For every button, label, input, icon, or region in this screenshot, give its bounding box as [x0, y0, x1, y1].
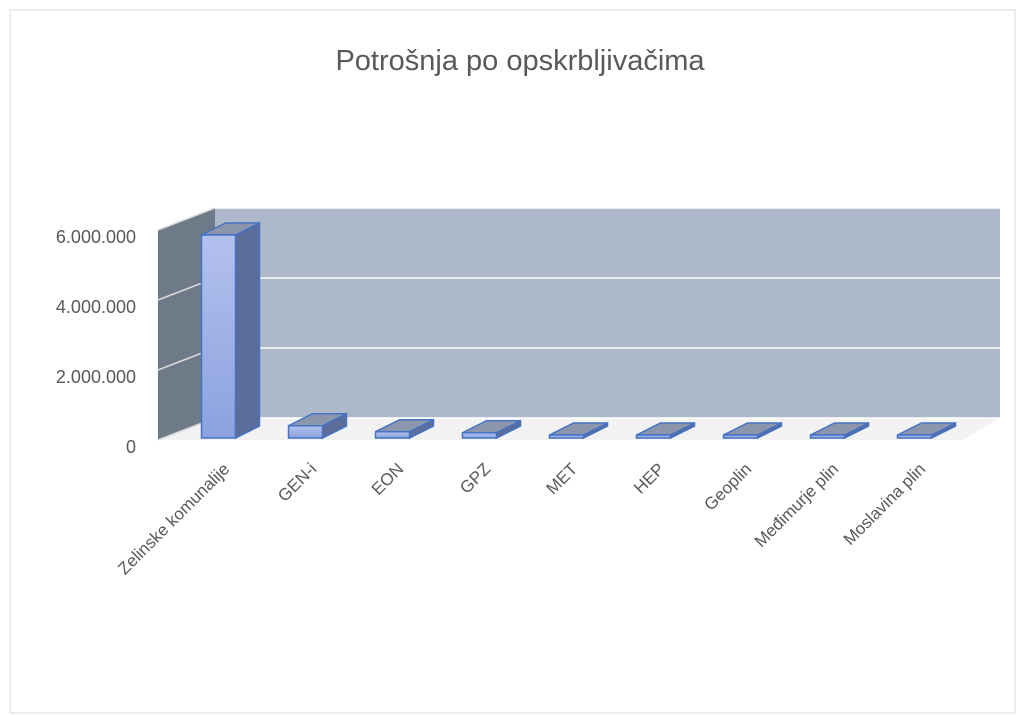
grid-line: [157, 207, 216, 231]
chart-title: Potrošnja po opskrbljivačima: [335, 45, 705, 77]
bar: [635, 434, 672, 439]
bar-side: [234, 221, 261, 440]
y-tick-label: 0: [126, 437, 136, 457]
back-wall: [215, 208, 1000, 418]
bar: [809, 434, 846, 439]
y-tick-label: 2.000.000: [56, 367, 136, 387]
bar: [200, 234, 237, 439]
bar: [461, 432, 498, 439]
bar: [722, 434, 759, 439]
bar: [896, 434, 933, 439]
bar: [548, 434, 585, 439]
y-tick-label: 6.000.000: [56, 227, 136, 247]
y-tick-label: 4.000.000: [56, 297, 136, 317]
bar: [287, 425, 324, 439]
bar: [374, 430, 411, 439]
